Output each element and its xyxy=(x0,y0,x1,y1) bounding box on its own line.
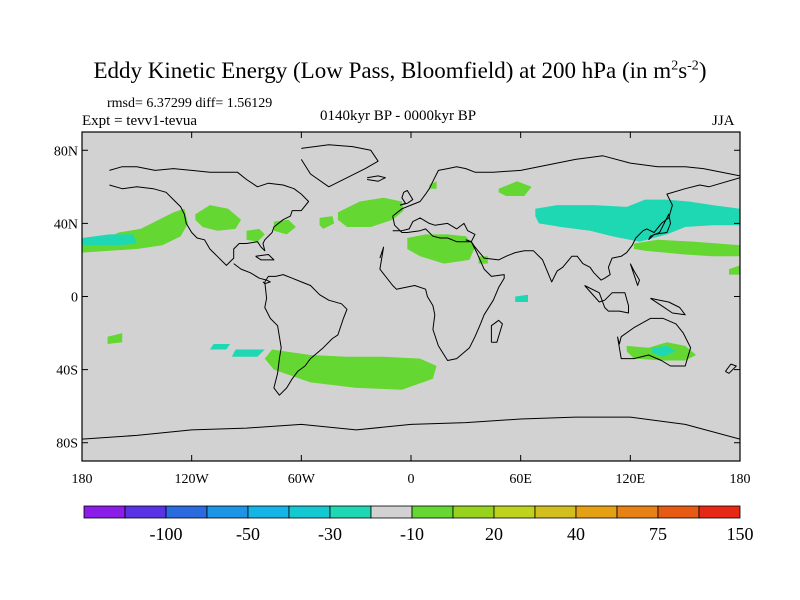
colorbar-label: 40 xyxy=(567,524,585,544)
positive-anomaly xyxy=(246,228,265,242)
lon-tick-label: 180 xyxy=(730,472,751,487)
colorbar-swatch xyxy=(370,505,413,519)
coastline xyxy=(465,177,740,283)
coastline xyxy=(255,254,275,261)
colorbar: -100 -50 -30 -10 20 40 75 150 xyxy=(83,505,754,544)
colorbar-swatch xyxy=(329,505,372,519)
coastline xyxy=(617,317,692,367)
stats-text: rmsd= 6.37299 diff= 1.56129 xyxy=(107,96,273,111)
positive-anomaly xyxy=(107,333,123,344)
colorbar-swatch xyxy=(124,505,167,519)
colorbar-swatch xyxy=(657,505,700,519)
period-label: 0140kyr BP - 0000kyr BP xyxy=(320,108,477,124)
negative-anomaly xyxy=(652,345,676,357)
lat-tick-label: 80S xyxy=(56,437,78,452)
colorbar-label: 150 xyxy=(727,524,754,544)
lon-tick-label: 60E xyxy=(509,472,532,487)
page-title: Eddy Kinetic Energy (Low Pass, Bloomfiel… xyxy=(93,58,707,83)
coastline xyxy=(629,263,640,286)
coastline xyxy=(300,144,379,188)
lon-tick-label: 60W xyxy=(288,472,316,487)
colorbar-swatch xyxy=(165,505,208,519)
colorbar-swatch xyxy=(616,505,659,519)
lat-tick-label: 80N xyxy=(54,144,78,159)
coastline xyxy=(584,285,629,314)
colorbar-swatch xyxy=(698,505,741,519)
coastline xyxy=(392,155,740,217)
lat-tick-label: 40N xyxy=(54,217,78,232)
colorbar-label: -50 xyxy=(236,524,260,544)
colorbar-label: 75 xyxy=(649,524,667,544)
axis-layer: 80N 40N 0 40S 80S 180 120W 60W 0 60E 120E 180 xyxy=(54,132,751,487)
coastline xyxy=(725,363,737,374)
coastline xyxy=(233,263,271,285)
coastline xyxy=(650,297,686,316)
positive-anomaly xyxy=(264,349,437,390)
coastline xyxy=(379,239,505,361)
negative-anomaly xyxy=(515,294,528,302)
coastline xyxy=(367,175,386,182)
positive-anomaly xyxy=(729,265,740,275)
colorbar-swatch xyxy=(206,505,249,519)
negative-anomaly xyxy=(231,349,265,357)
positive-anomaly xyxy=(273,219,296,235)
positive-anomaly xyxy=(634,239,740,257)
negative-anomaly xyxy=(209,344,231,350)
colorbar-label: -100 xyxy=(150,524,183,544)
colorbar-swatch xyxy=(247,505,290,519)
colorbar-label: 20 xyxy=(485,524,503,544)
lat-tick-label: 0 xyxy=(71,291,78,306)
colorbar-swatch xyxy=(534,505,577,519)
colorbar-label: -10 xyxy=(400,524,424,544)
lon-tick-label: 120E xyxy=(616,472,646,487)
colorbar-swatch xyxy=(411,505,454,519)
coastline xyxy=(399,190,414,206)
lat-tick-label: 40S xyxy=(56,364,78,379)
coastline xyxy=(392,215,476,243)
coastline xyxy=(490,319,503,343)
positive-anomaly xyxy=(498,181,532,196)
coastline xyxy=(264,274,348,396)
lon-tick-label: 0 xyxy=(408,472,415,487)
lon-tick-label: 180 xyxy=(72,472,93,487)
coastline-layer xyxy=(82,144,740,440)
coastline xyxy=(109,166,310,266)
lon-tick-label: 120W xyxy=(175,472,210,487)
colorbar-swatch xyxy=(452,505,495,519)
colorbar-swatch xyxy=(83,505,126,519)
positive-anomaly xyxy=(319,216,335,229)
positive-anomaly xyxy=(337,197,404,227)
map-background xyxy=(82,132,740,461)
season-label: JJA xyxy=(712,113,735,129)
colorbar-swatch xyxy=(575,505,618,519)
negative-anomaly xyxy=(82,234,137,246)
coastline xyxy=(82,416,740,440)
colorbar-label: -30 xyxy=(318,524,342,544)
positive-anomaly xyxy=(429,181,437,189)
coastline xyxy=(648,213,671,241)
positive-anomaly xyxy=(195,205,241,231)
negative-anomaly xyxy=(535,199,740,242)
experiment-label: Expt = tevv1-tevua xyxy=(82,113,198,129)
colorbar-swatch xyxy=(493,505,536,519)
colorbar-swatch xyxy=(288,505,331,519)
